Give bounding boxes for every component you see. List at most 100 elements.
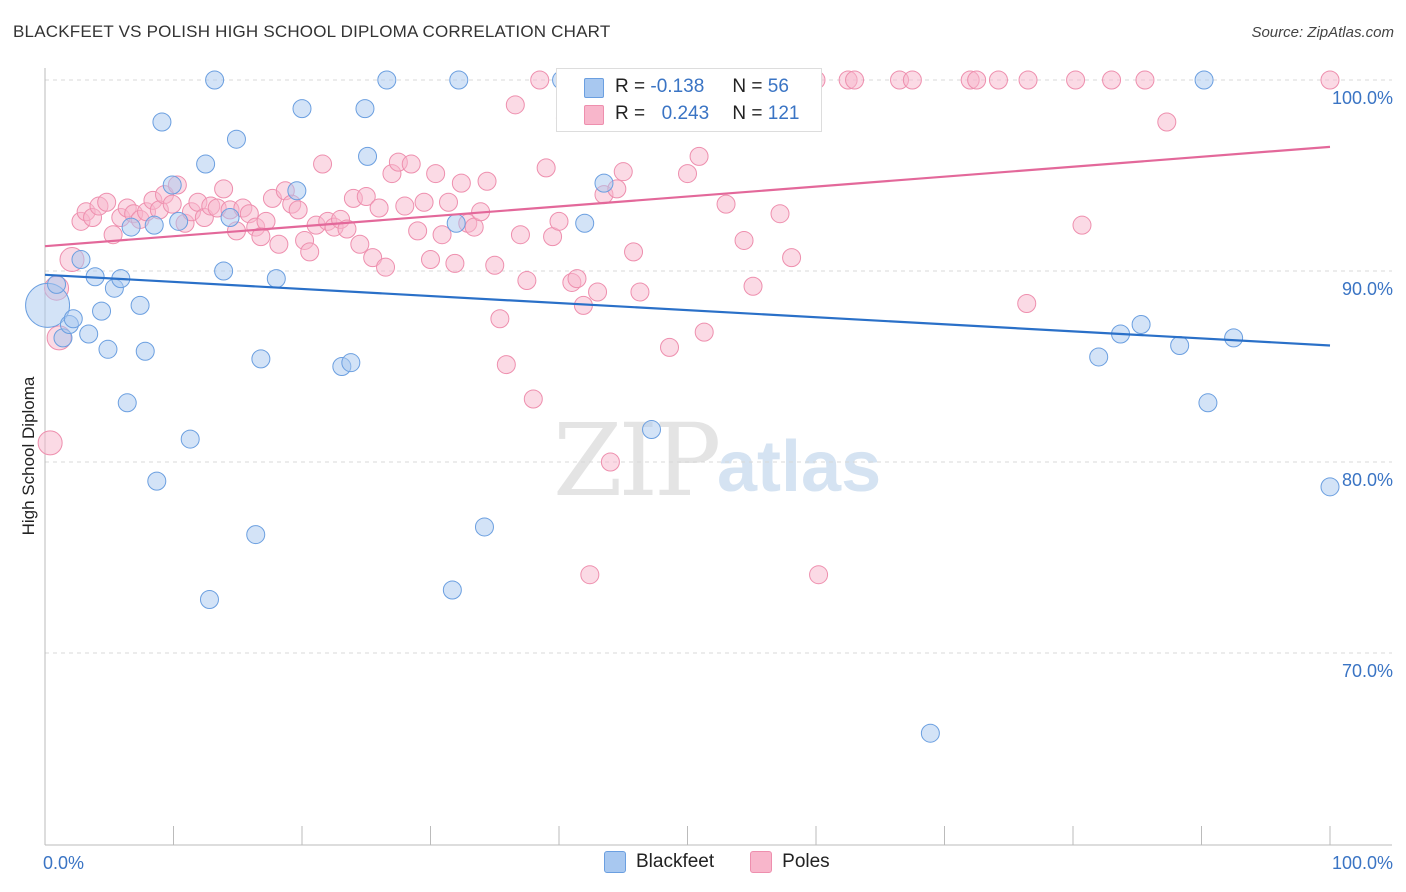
blackfeet-point xyxy=(446,213,466,233)
legend-item-blackfeet[interactable]: Blackfeet xyxy=(604,851,714,873)
poles-point xyxy=(438,192,458,212)
poles-point xyxy=(536,158,556,178)
blackfeet-point xyxy=(1089,347,1109,367)
y-tick-label: 90.0% xyxy=(1342,279,1393,299)
poles-point xyxy=(214,179,234,199)
blackfeet-point xyxy=(292,99,312,119)
blackfeet-point xyxy=(135,341,155,361)
poles-point xyxy=(103,225,123,245)
n-label: N = xyxy=(732,103,763,124)
poles-point xyxy=(269,234,289,254)
blackfeet-legend-swatch xyxy=(604,851,626,873)
blackfeet-point xyxy=(1224,328,1244,348)
blackfeet-point xyxy=(1320,477,1340,497)
y-tick-label: 80.0% xyxy=(1342,470,1393,490)
x-tick-labels: 0.0% 100.0% xyxy=(43,853,1393,873)
poles-point xyxy=(517,271,537,291)
poles-point xyxy=(363,248,383,268)
blackfeet-point xyxy=(205,70,225,90)
blackfeet-point xyxy=(117,393,137,413)
watermark-atlas: atlas xyxy=(717,427,882,507)
poles-point xyxy=(743,276,763,296)
blackfeet-point xyxy=(358,146,378,166)
poles-point xyxy=(782,248,802,268)
poles-point xyxy=(967,70,987,90)
watermark-zip: ZIP xyxy=(553,402,721,519)
poles-point xyxy=(313,154,333,174)
blackfeet-point xyxy=(1131,314,1151,334)
poles-point xyxy=(902,70,922,90)
y-tick-label: 100.0% xyxy=(1332,88,1393,108)
poles-point xyxy=(337,219,357,239)
poles-point xyxy=(256,211,276,231)
legend-label-blackfeet: Blackfeet xyxy=(636,851,715,872)
poles-point xyxy=(988,70,1008,90)
poles-point xyxy=(300,242,320,262)
poles-point xyxy=(1135,70,1155,90)
blackfeet-point xyxy=(355,99,375,119)
blackfeet-point xyxy=(92,301,112,321)
poles-point xyxy=(1072,215,1092,235)
blackfeet-point xyxy=(147,471,167,491)
poles-point xyxy=(490,309,510,329)
poles-point xyxy=(414,192,434,212)
blackfeet-point xyxy=(180,429,200,449)
blackfeet-point xyxy=(251,349,271,369)
poles-point xyxy=(37,430,63,456)
stats-legend: R = -0.138 N = 56 R = 0.243 N = 121 xyxy=(556,68,822,132)
y-tick-label: 70.0% xyxy=(1342,661,1393,681)
poles-point xyxy=(451,173,471,193)
blackfeet-point xyxy=(79,324,99,344)
blackfeet-point xyxy=(63,309,83,329)
blackfeet-point xyxy=(1194,70,1214,90)
poles-point xyxy=(505,95,525,115)
legend-row-blackfeet: R = -0.138 N = 56 xyxy=(615,74,789,100)
poles-point xyxy=(408,221,428,241)
poles-point xyxy=(845,70,865,90)
r-label: R = xyxy=(615,76,646,97)
blackfeet-point xyxy=(220,208,240,228)
blackfeet-point xyxy=(377,70,397,90)
poles-point xyxy=(496,355,516,375)
poles-point xyxy=(369,198,389,218)
blackfeet-point xyxy=(442,580,462,600)
blackfeet-point xyxy=(98,339,118,359)
n-label: N = xyxy=(732,76,763,97)
poles-point xyxy=(1017,293,1037,313)
poles-point xyxy=(1157,112,1177,132)
poles-point xyxy=(421,250,440,270)
poles-point xyxy=(613,162,633,182)
x-tick-label: 0.0% xyxy=(43,853,84,873)
poles-trend-line xyxy=(44,145,1331,248)
series-legend: Blackfeet Poles xyxy=(604,851,866,873)
poles-point xyxy=(523,389,543,409)
poles-point xyxy=(485,255,505,275)
legend-item-poles[interactable]: Poles xyxy=(750,851,830,873)
poles-point xyxy=(630,282,650,302)
blackfeet-point xyxy=(47,274,67,294)
blackfeet-point xyxy=(575,213,595,233)
blackfeet-point xyxy=(594,173,614,193)
chart-title: BLACKFEET VS POLISH HIGH SCHOOL DIPLOMA … xyxy=(13,22,611,41)
poles-point xyxy=(770,204,790,224)
n-value: 121 xyxy=(767,103,800,124)
poles-point xyxy=(1066,70,1086,90)
blackfeet-swatch xyxy=(584,78,604,98)
blackfeet-point xyxy=(130,295,150,315)
blackfeet-point xyxy=(642,420,662,440)
poles-point xyxy=(734,230,754,250)
poles-point xyxy=(1018,70,1038,90)
blackfeet-point xyxy=(226,129,246,149)
poles-point xyxy=(549,211,569,231)
poles-point xyxy=(580,565,600,585)
poles-point xyxy=(401,154,421,174)
poles-point xyxy=(97,192,117,212)
blackfeet-trend-line xyxy=(44,273,1331,347)
x-tick-label: 100.0% xyxy=(1332,853,1393,873)
blackfeet-point xyxy=(199,590,219,610)
blackfeet-point xyxy=(144,215,164,235)
n-value: 56 xyxy=(767,76,789,97)
poles-point xyxy=(395,196,415,216)
blackfeet-point xyxy=(287,181,307,201)
